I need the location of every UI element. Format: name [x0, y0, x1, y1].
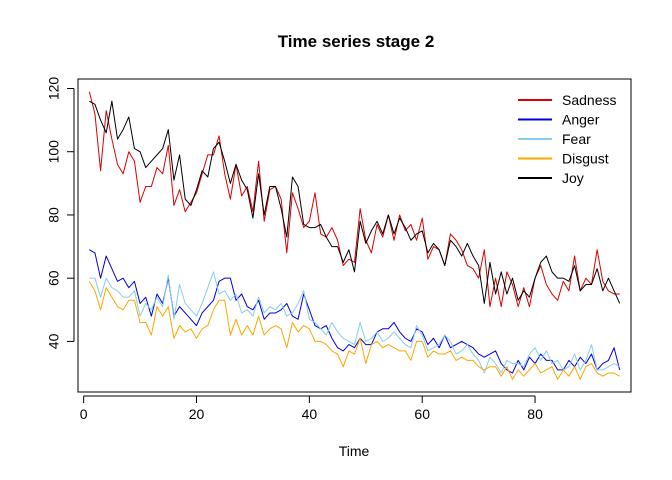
series-line-joy	[89, 100, 621, 304]
x-tick-label: 0	[80, 406, 88, 422]
x-tick-label: 40	[302, 406, 318, 422]
series-line-fear	[89, 271, 620, 374]
legend-label-disgust: Disgust	[562, 151, 609, 167]
series-layer	[88, 91, 621, 380]
series-line-disgust	[88, 281, 620, 380]
y-tick-label: 40	[46, 333, 62, 349]
series-line-anger	[89, 249, 621, 374]
x-tick-label: 60	[414, 406, 430, 422]
x-tick-label: 80	[527, 406, 543, 422]
chart-title: Time series stage 2	[278, 32, 435, 51]
y-axis: 40 60 80 100 120	[46, 77, 75, 349]
legend: Sadness Anger Fear Disgust Joy	[518, 92, 616, 186]
series-line-sadness	[88, 91, 620, 308]
y-tick-label: 100	[46, 140, 62, 164]
x-axis-label: Time	[339, 443, 370, 459]
legend-label-sadness: Sadness	[562, 92, 616, 108]
legend-label-joy: Joy	[562, 170, 584, 186]
legend-label-fear: Fear	[562, 131, 591, 147]
y-tick-label: 120	[46, 77, 62, 101]
plot-frame	[77, 78, 632, 393]
x-axis: 0 20 40 60 80	[80, 395, 543, 422]
x-tick-label: 20	[189, 406, 205, 422]
legend-label-anger: Anger	[562, 112, 600, 128]
y-tick-label: 60	[46, 270, 62, 286]
y-tick-label: 80	[46, 207, 62, 223]
